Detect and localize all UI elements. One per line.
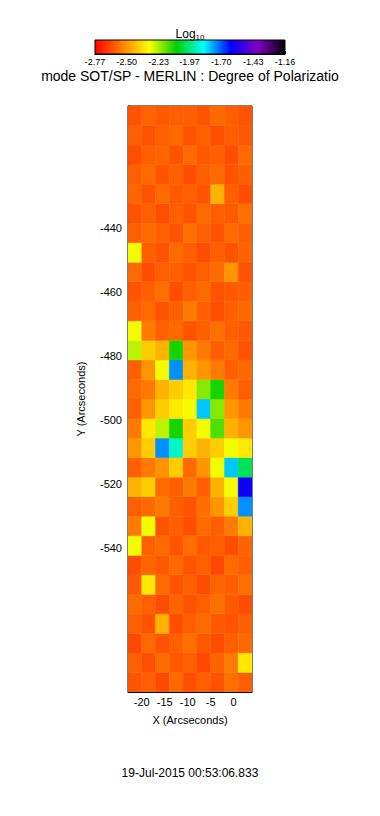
svg-text:-1.97: -1.97 bbox=[179, 57, 200, 67]
svg-text:-500: -500 bbox=[100, 414, 122, 426]
svg-text:-1.16: -1.16 bbox=[275, 57, 296, 67]
svg-text:Log: Log bbox=[176, 27, 196, 41]
svg-text:Y (Arcseconds): Y (Arcseconds) bbox=[75, 362, 87, 437]
svg-text:-480: -480 bbox=[100, 350, 122, 362]
svg-text:-10: -10 bbox=[180, 696, 196, 708]
svg-text:-440: -440 bbox=[100, 222, 122, 234]
svg-text:-1.70: -1.70 bbox=[211, 57, 232, 67]
svg-text:-20: -20 bbox=[134, 696, 150, 708]
svg-text:10: 10 bbox=[196, 33, 205, 42]
svg-text:-2.77: -2.77 bbox=[85, 57, 106, 67]
svg-text:0: 0 bbox=[231, 696, 237, 708]
svg-text:-540: -540 bbox=[100, 542, 122, 554]
svg-text:-2.50: -2.50 bbox=[117, 57, 138, 67]
svg-text:-1.43: -1.43 bbox=[243, 57, 264, 67]
svg-text:X (Arcseconds): X (Arcseconds) bbox=[152, 714, 227, 726]
svg-text:mode SOT/SP - MERLIN : Degree: mode SOT/SP - MERLIN : Degree of Polariz… bbox=[41, 68, 339, 84]
svg-text:-15: -15 bbox=[157, 696, 173, 708]
svg-text:-2.23: -2.23 bbox=[148, 57, 169, 67]
svg-text:-520: -520 bbox=[100, 478, 122, 490]
svg-text:-460: -460 bbox=[100, 286, 122, 298]
svg-text:-5: -5 bbox=[206, 696, 216, 708]
svg-text:19-Jul-2015 00:53:06.833: 19-Jul-2015 00:53:06.833 bbox=[122, 766, 259, 780]
